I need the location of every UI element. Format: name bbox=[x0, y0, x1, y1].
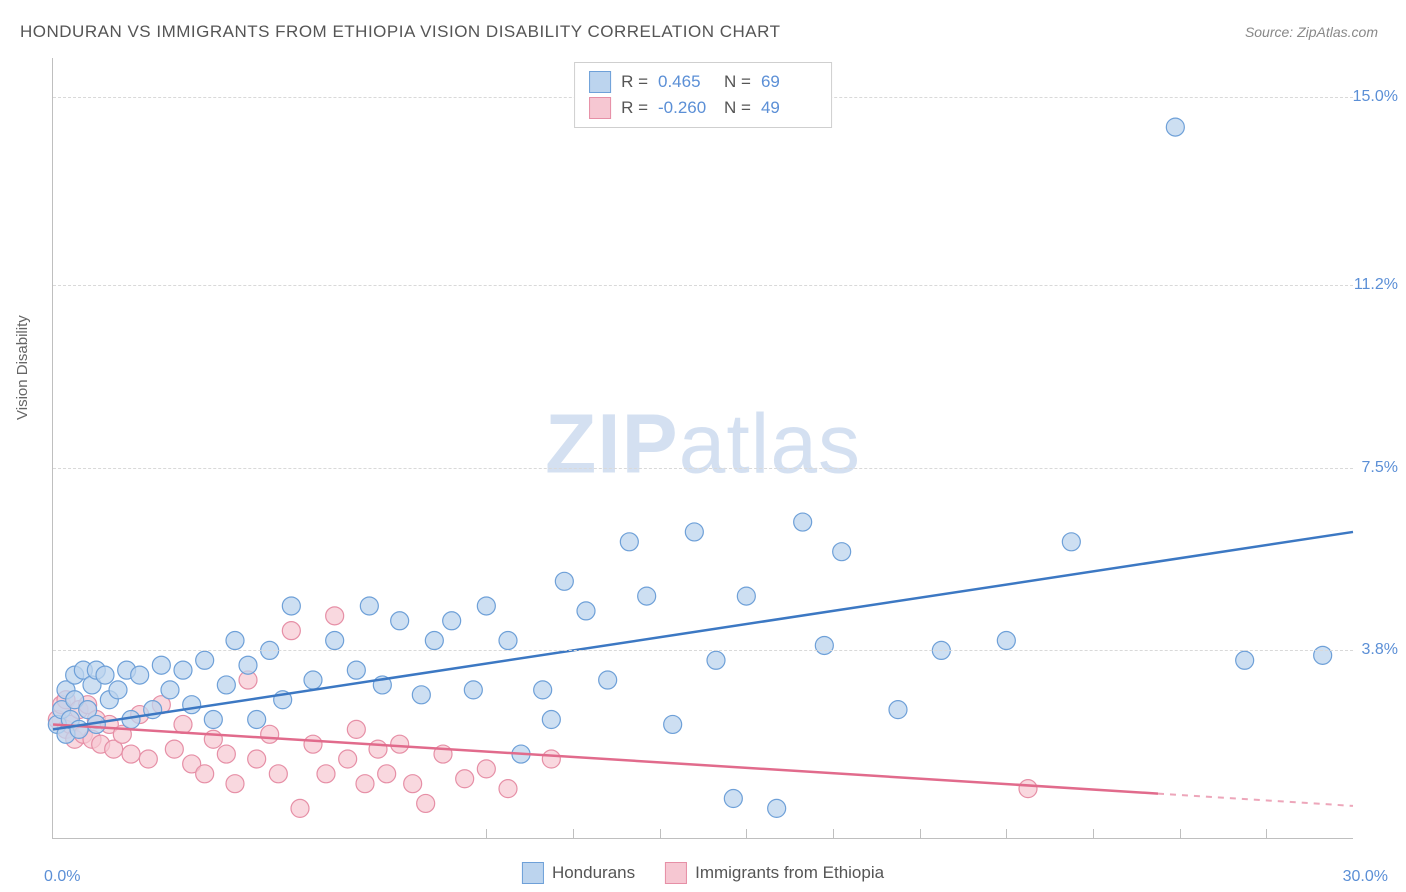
n-label: N = bbox=[724, 69, 751, 95]
legend-item-ethiopia: Immigrants from Ethiopia bbox=[665, 862, 884, 884]
n-value-hondurans: 69 bbox=[761, 69, 817, 95]
swatch-pink-bottom bbox=[665, 862, 687, 884]
y-tick-label: 11.2% bbox=[1354, 276, 1398, 294]
x-tick bbox=[660, 829, 661, 839]
r-value-hondurans: 0.465 bbox=[658, 69, 714, 95]
x-tick bbox=[1266, 829, 1267, 839]
swatch-blue bbox=[589, 71, 611, 93]
y-tick-label: 3.8% bbox=[1362, 641, 1398, 659]
x-tick-label-max: 30.0% bbox=[1343, 868, 1388, 886]
legend-row-ethiopia: R = -0.260 N = 49 bbox=[589, 95, 817, 121]
x-tick bbox=[1006, 829, 1007, 839]
x-tick bbox=[1180, 829, 1181, 839]
source-attribution: Source: ZipAtlas.com bbox=[1245, 24, 1378, 40]
swatch-pink bbox=[589, 97, 611, 119]
grid-line bbox=[53, 650, 1353, 651]
x-tick-label-min: 0.0% bbox=[44, 868, 80, 886]
legend-label-ethiopia: Immigrants from Ethiopia bbox=[695, 863, 884, 883]
n-label: N = bbox=[724, 95, 751, 121]
r-label: R = bbox=[621, 95, 648, 121]
r-value-ethiopia: -0.260 bbox=[658, 95, 714, 121]
chart-title: HONDURAN VS IMMIGRANTS FROM ETHIOPIA VIS… bbox=[20, 22, 780, 42]
x-tick bbox=[920, 829, 921, 839]
grid-line bbox=[53, 285, 1353, 286]
y-tick-label: 7.5% bbox=[1362, 459, 1398, 477]
legend-row-hondurans: R = 0.465 N = 69 bbox=[589, 69, 817, 95]
chart-svg bbox=[53, 58, 1353, 838]
plot-area: ZIPatlas bbox=[52, 58, 1353, 839]
x-tick bbox=[833, 829, 834, 839]
x-tick bbox=[486, 829, 487, 839]
grid-line bbox=[53, 468, 1353, 469]
swatch-blue-bottom bbox=[522, 862, 544, 884]
legend-item-hondurans: Hondurans bbox=[522, 862, 635, 884]
correlation-legend: R = 0.465 N = 69 R = -0.260 N = 49 bbox=[574, 62, 832, 128]
y-axis-label: Vision Disability bbox=[14, 315, 31, 420]
x-tick bbox=[573, 829, 574, 839]
x-tick bbox=[746, 829, 747, 839]
y-tick-label: 15.0% bbox=[1353, 88, 1398, 106]
r-label: R = bbox=[621, 69, 648, 95]
legend-label-hondurans: Hondurans bbox=[552, 863, 635, 883]
n-value-ethiopia: 49 bbox=[761, 95, 817, 121]
x-tick bbox=[1093, 829, 1094, 839]
bottom-legend: Hondurans Immigrants from Ethiopia bbox=[522, 862, 884, 884]
